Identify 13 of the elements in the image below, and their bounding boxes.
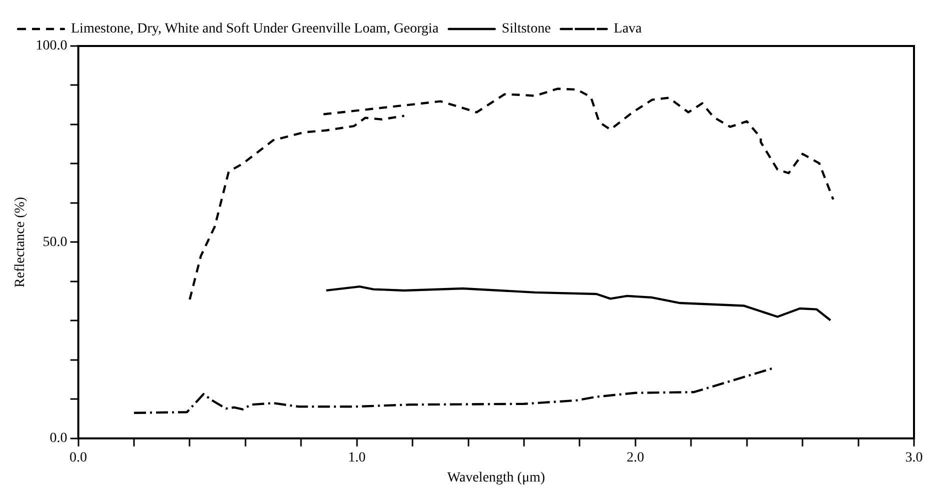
y-tick-label: 50.0 [42,234,68,250]
legend-label: Limestone, Dry, White and Soft Under Greenville Loam, Georgia [71,22,440,37]
line-series [132,367,774,414]
x-tick-label: 1.0 [348,450,366,466]
x-tick-label: 2.0 [626,450,644,466]
x-tick-label: 0.0 [70,450,88,466]
y-axis-title: Reflectance (%) [13,196,28,288]
y-tick-label: 0.0 [50,431,68,446]
x-tick-label: 3.0 [905,450,923,466]
legend-label: Lava [614,22,643,37]
legend-label: Siltstone [502,22,551,37]
x-axis-title: Wavelength (μm) [447,470,546,486]
y-tick-label: 100.0 [36,38,68,54]
